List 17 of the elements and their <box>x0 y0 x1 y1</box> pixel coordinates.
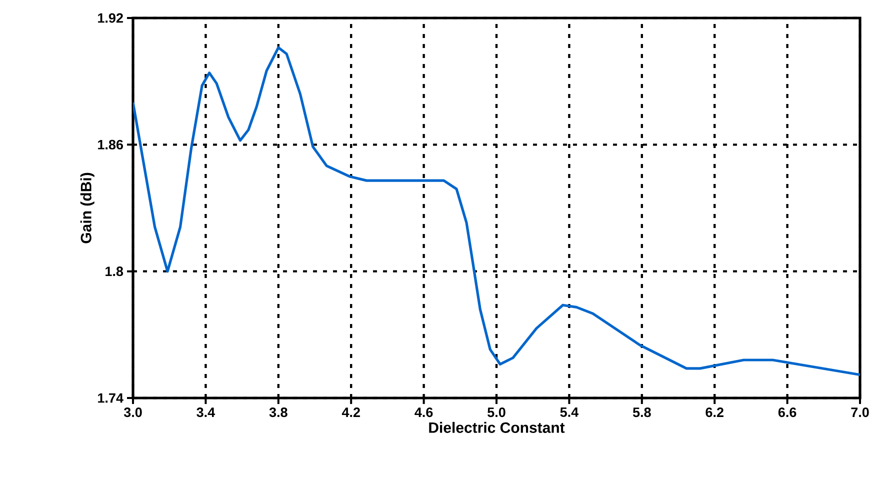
x-tick-label: 3.8 <box>269 408 288 418</box>
x-tick-label: 4.2 <box>342 408 360 417</box>
x-tick-label: 6.2 <box>706 408 724 418</box>
x-tick-label: 5.4 <box>560 408 579 417</box>
x-tick-label: 6.6 <box>778 408 796 418</box>
x-tick-label: 5.8 <box>632 408 651 418</box>
y-tick-label: 1.74 <box>98 393 124 403</box>
y-tick-label: 1.92 <box>98 13 123 23</box>
y-tick-label: 1.8 <box>106 266 124 276</box>
x-axis-title: Dielectric Constant <box>429 422 565 433</box>
x-tick-label: 7.0 <box>851 408 869 418</box>
y-axis-title: Gain (dBi) <box>80 172 94 244</box>
x-tick-label: 3.4 <box>196 408 216 418</box>
x-tick-label: 5.0 <box>488 408 506 418</box>
x-tick-label: 4.6 <box>414 408 433 418</box>
y-tick-label: 1.86 <box>98 140 123 150</box>
x-tick-label: 3.0 <box>124 408 142 418</box>
